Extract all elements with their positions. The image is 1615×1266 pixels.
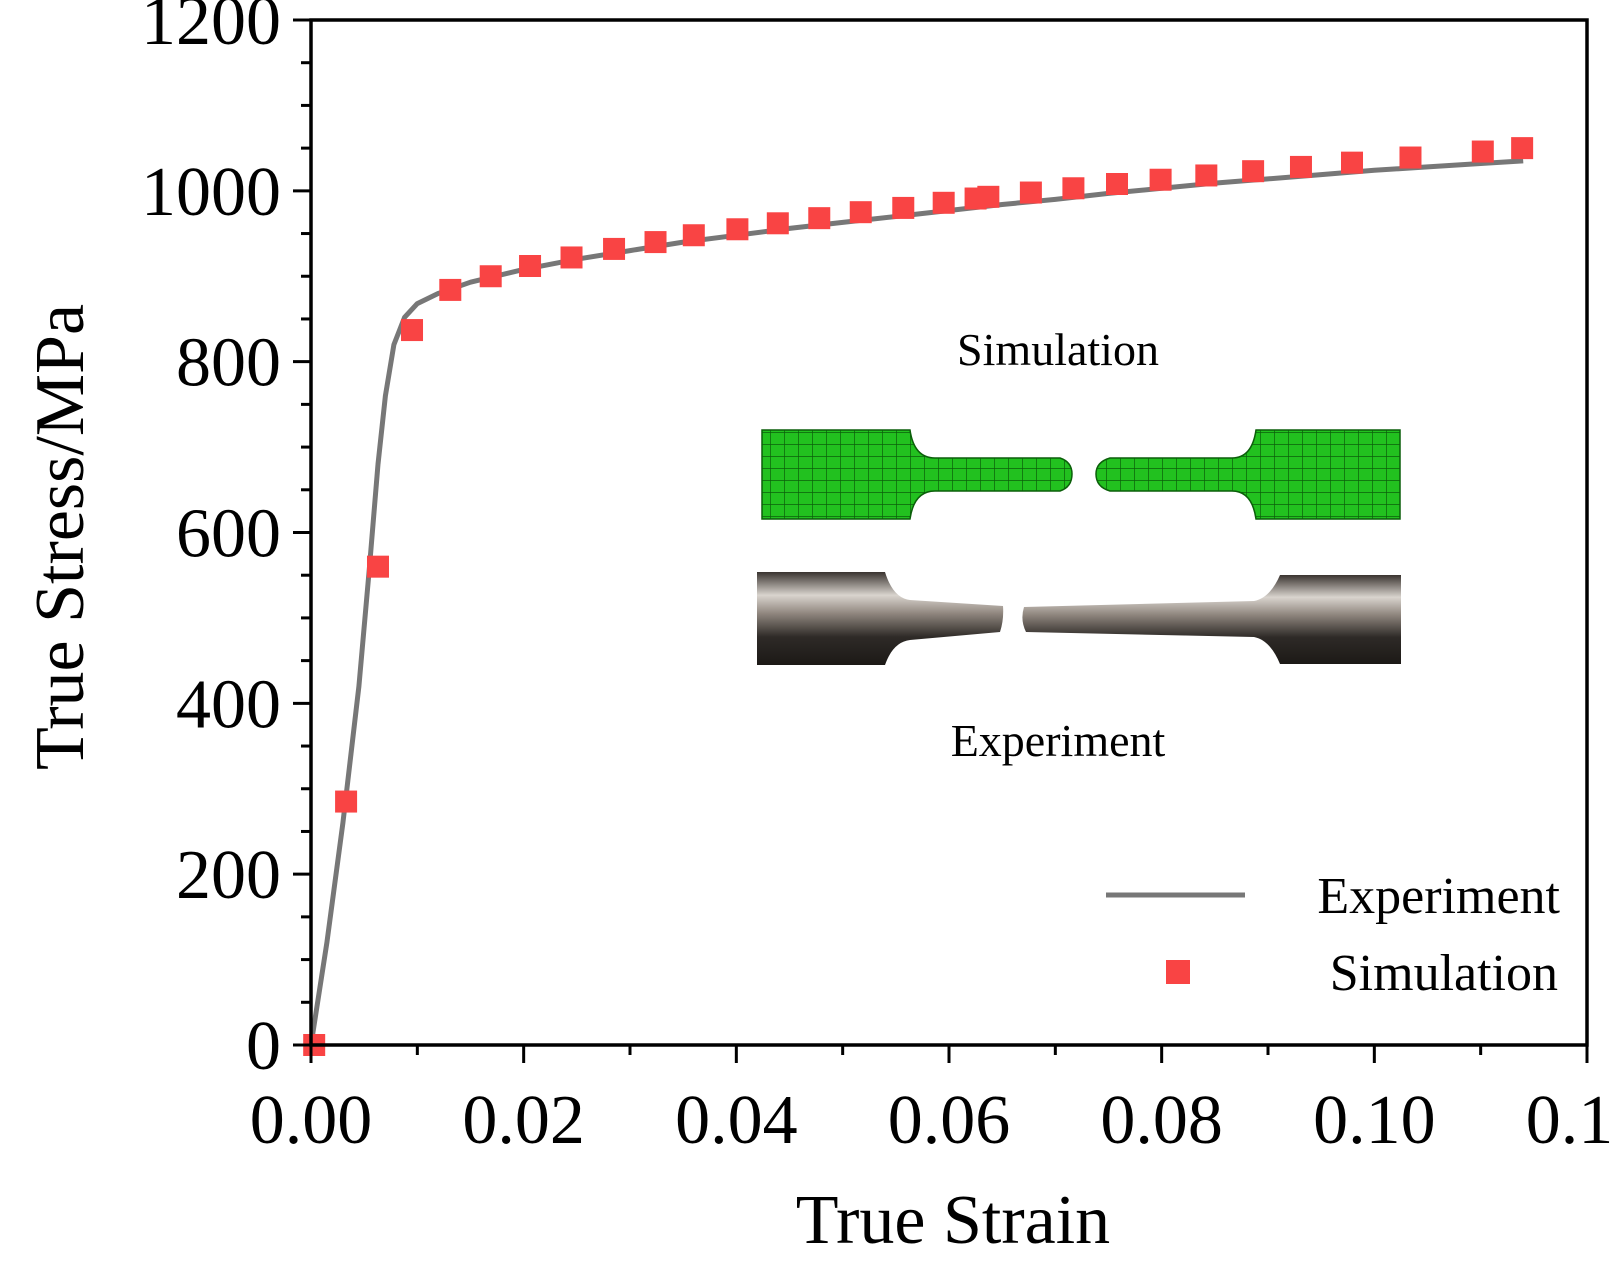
simulation-point-5 (479, 265, 502, 288)
simulation-point-24 (1242, 160, 1265, 183)
simulation-point-19 (1019, 181, 1042, 204)
experiment-specimen-left (757, 572, 1004, 665)
simulation-point-28 (1471, 140, 1494, 163)
simulation-point-10 (682, 224, 705, 247)
experiment-specimen-right (1022, 575, 1401, 664)
legend-experiment-label: Experiment (1317, 868, 1560, 925)
simulation-point-12 (766, 212, 789, 235)
simulation-point-13 (808, 207, 831, 230)
simulation-point-18 (977, 185, 1000, 208)
y-tick-label-5: 1000 (141, 154, 281, 231)
y-axis-title: True Stress/MPa (22, 304, 99, 770)
simulation-point-11 (726, 218, 749, 241)
simulation-point-2 (366, 555, 389, 578)
simulation-point-7 (560, 246, 583, 269)
simulation-point-27 (1399, 146, 1422, 169)
x-tick-label-0: 0.00 (250, 1082, 373, 1159)
inset-simulation-label: Simulation (957, 324, 1159, 375)
x-tick-label-5: 0.10 (1313, 1082, 1436, 1159)
simulation-specimen-right (1095, 429, 1401, 520)
y-tick-label-3: 600 (176, 496, 281, 573)
inset-experiment-label: Experiment (951, 715, 1166, 766)
y-tick-label-6: 1200 (141, 0, 281, 60)
simulation-point-23 (1195, 164, 1218, 187)
simulation-point-14 (849, 201, 872, 224)
legend-simulation-label: Simulation (1330, 945, 1558, 1002)
simulation-point-3 (401, 319, 424, 342)
x-tick-label-1: 0.02 (462, 1082, 585, 1159)
simulation-point-25 (1289, 155, 1312, 178)
y-tick-label-1: 200 (176, 837, 281, 914)
y-tick-label-4: 800 (176, 325, 281, 402)
simulation-point-29 (1511, 137, 1534, 160)
simulation-point-15 (892, 196, 915, 219)
x-tick-label-2: 0.04 (675, 1082, 798, 1159)
y-tick-label-2: 400 (176, 666, 281, 743)
simulation-point-8 (603, 237, 626, 260)
simulation-point-4 (439, 278, 462, 301)
experiment-specimen-image (757, 572, 1401, 665)
simulation-point-22 (1149, 168, 1172, 191)
x-tick-label-6: 0.12 (1526, 1082, 1615, 1159)
legend-simulation-swatch (1166, 960, 1190, 984)
simulation-point-21 (1106, 173, 1129, 195)
simulation-specimen-image (761, 429, 1401, 520)
x-tick-label-4: 0.08 (1100, 1082, 1223, 1159)
simulation-point-16 (932, 191, 955, 214)
simulation-point-1 (335, 790, 358, 813)
simulation-point-9 (644, 231, 667, 254)
y-tick-label-0: 0 (246, 1008, 281, 1085)
simulation-point-20 (1062, 177, 1085, 200)
simulation-specimen-left (761, 429, 1073, 520)
x-axis-title: True Strain (796, 1182, 1110, 1259)
simulation-point-26 (1341, 151, 1364, 174)
x-tick-label-3: 0.06 (888, 1082, 1011, 1159)
simulation-point-6 (519, 255, 542, 277)
